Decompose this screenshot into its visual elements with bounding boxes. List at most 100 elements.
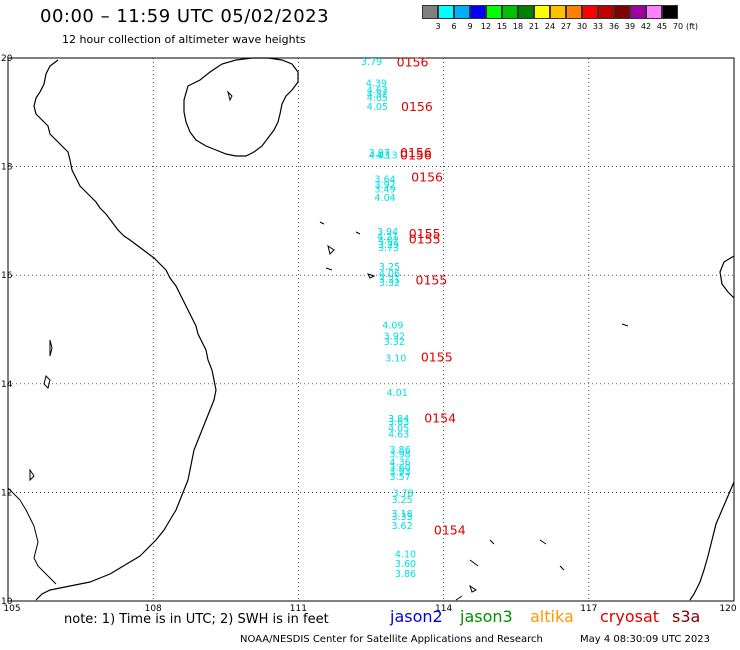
wave-height-value: 4.02 — [378, 235, 399, 246]
legend-note: note: 1) Time is in UTC; 2) SWH is in fe… — [64, 612, 329, 627]
pass-id-label: 0156 — [397, 54, 429, 69]
color-scale-swatch — [422, 5, 438, 19]
wave-height-value: 3.63 — [388, 417, 409, 428]
lon-tick-label: 105 — [3, 604, 20, 614]
color-scale-label: 18 — [512, 22, 524, 31]
color-scale-swatch — [630, 5, 646, 19]
hainan-island — [183, 57, 299, 157]
paracel-islands — [319, 221, 376, 279]
satellite-legend-altika: altika — [530, 607, 574, 626]
color-scale-swatch — [438, 5, 454, 19]
wave-height-value: 4.51 — [367, 89, 388, 100]
lon-tick-label: 114 — [435, 604, 452, 614]
philippines-coastline — [719, 255, 735, 299]
wave-height-value: 3.84 — [388, 414, 409, 425]
wave-height-value: 3.64 — [375, 175, 396, 186]
wave-height-observations: 3.794.394.634.514.654.053.974.034.133.64… — [361, 57, 416, 580]
wave-height-value: 4.36 — [390, 458, 411, 469]
wave-height-value: 3.60 — [395, 559, 416, 570]
wave-height-value: 3.86 — [390, 445, 411, 456]
map-title: 00:00 – 11:59 UTC 05/02/2023 — [40, 6, 330, 27]
color-scale-label: 15 — [496, 22, 508, 31]
color-scale-label: 6 — [451, 22, 457, 31]
footer-credit: NOAA/NESDIS Center for Satellite Applica… — [240, 634, 543, 645]
wave-height-value: 4.13 — [376, 151, 397, 162]
color-scale-swatch — [582, 5, 598, 19]
pass-id-label: 0156 — [400, 148, 432, 163]
wave-height-value: 3.86 — [395, 569, 416, 580]
vietnam-coastline-south — [7, 487, 57, 585]
wave-height-value: 4.03 — [369, 151, 390, 162]
lon-tick-label: 117 — [580, 604, 597, 614]
color-scale-swatch — [518, 5, 534, 19]
wave-height-value: 4.05 — [367, 102, 388, 113]
color-scale-label: 9 — [467, 22, 473, 31]
wave-height-value: 3.32 — [379, 278, 400, 289]
wave-height-value: 4.63 — [388, 429, 409, 440]
lat-lon-grid — [8, 58, 734, 601]
inland-outline — [29, 339, 53, 482]
palawan-coastline — [689, 481, 735, 601]
wave-height-value: 4.39 — [366, 79, 387, 90]
wave-height-value: 3.78 — [392, 488, 413, 499]
lon-tick-label: 120 — [719, 604, 736, 614]
color-scale-swatch — [662, 5, 678, 19]
wave-height-value: 3.25 — [379, 262, 400, 273]
pass-id-label: 0156 — [400, 145, 432, 160]
wave-height-value: 3.92 — [375, 180, 396, 191]
color-scale-label: 3 — [435, 22, 441, 31]
wave-height-value: 3.32 — [384, 337, 405, 348]
wave-height-value: 3.10 — [385, 353, 406, 364]
vietnam-coastline — [33, 59, 217, 601]
map-subtitle: 12 hour collection of altimeter wave hei… — [62, 33, 306, 46]
wave-height-value: 4.01 — [387, 388, 408, 399]
color-scale-label: 30 — [576, 22, 588, 31]
color-scale-swatch — [534, 5, 550, 19]
wave-height-value: 3.35 — [391, 512, 412, 523]
wave-height-value: 4.21 — [377, 232, 398, 243]
map-frame — [7, 57, 735, 602]
pass-id-label: 0155 — [421, 350, 453, 365]
color-scale-label: 27 — [560, 22, 572, 31]
wave-height-value: 4.06 — [379, 269, 400, 280]
pass-id-label: 0155 — [409, 226, 441, 241]
color-scale-label: 45 — [656, 22, 668, 31]
color-scale-swatches — [422, 5, 678, 19]
color-scale-swatch — [646, 5, 662, 19]
satellite-legend-jason2: jason2 — [390, 607, 443, 626]
lon-tick-label: 108 — [145, 604, 162, 614]
pass-id-label: 0156 — [411, 169, 443, 184]
hainan-inner-mark — [227, 90, 233, 102]
satellite-legend-cryosat: cryosat — [600, 607, 660, 626]
color-scale-unit: (ft) — [685, 22, 699, 31]
wave-height-value: 3.25 — [391, 495, 412, 506]
lat-tick-label: 14 — [1, 380, 13, 390]
color-scale-swatch — [598, 5, 614, 19]
color-scale-swatch — [566, 5, 582, 19]
satellite-legend-s3a: s3a — [672, 607, 701, 626]
color-scale-label: 12 — [480, 22, 492, 31]
color-scale-swatch — [470, 5, 486, 19]
color-scale-swatch — [550, 5, 566, 19]
wave-height-value: 3.94 — [377, 227, 398, 238]
color-scale-label: 70 — [672, 22, 684, 31]
satellite-legend-jason3: jason3 — [460, 607, 513, 626]
wave-height-value: 4.05 — [388, 423, 409, 434]
lat-tick-label: 20 — [1, 54, 13, 64]
small-islands-east — [455, 323, 629, 601]
color-scale-swatch — [454, 5, 470, 19]
color-scale-label: 42 — [640, 22, 652, 31]
satellite-pass-labels: 0156015601560156015601550155015501550154… — [397, 54, 466, 537]
wave-height-value: 3.21 — [379, 275, 400, 286]
wave-height-value: 4.04 — [375, 193, 396, 204]
wave-height-value: 4.09 — [382, 321, 403, 332]
lat-tick-label: 18 — [1, 163, 13, 173]
wave-height-value: 3.79 — [361, 57, 382, 68]
axis-tick-labels: 105 108 111 114 117 120 20 18 16 14 12 10 — [1, 54, 737, 614]
wave-height-value: 4.63 — [367, 86, 388, 97]
color-scale-swatch — [486, 5, 502, 19]
color-scale-swatch — [614, 5, 630, 19]
wave-height-value: 3.29 — [378, 240, 399, 251]
pass-id-label: 0154 — [434, 522, 466, 537]
